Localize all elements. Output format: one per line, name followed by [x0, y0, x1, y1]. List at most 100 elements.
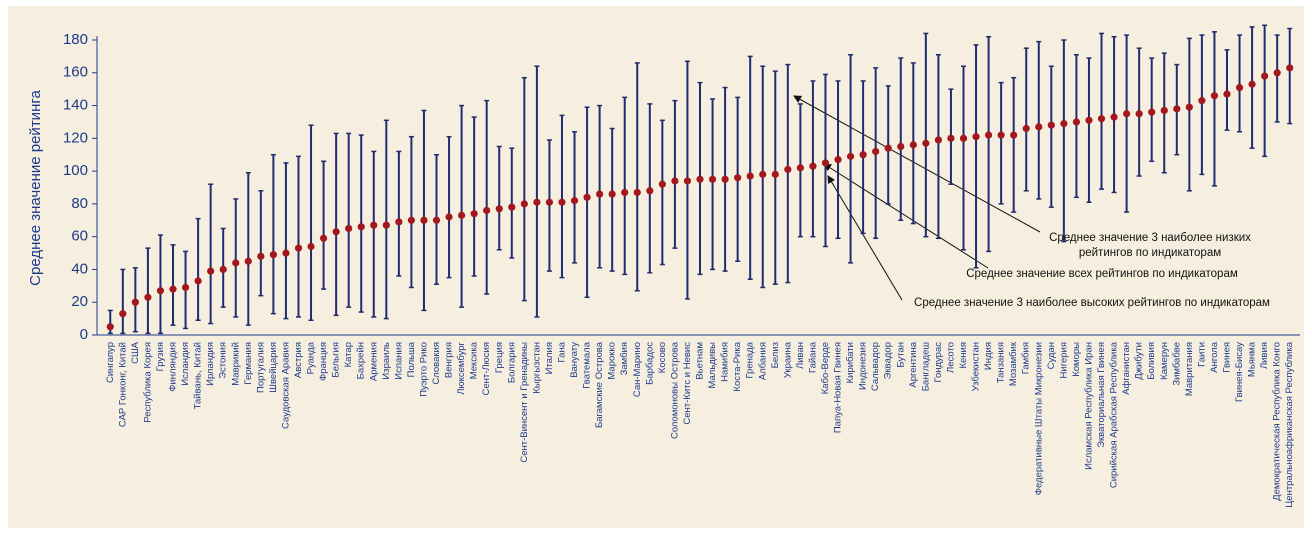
x-tick-label: Исламская Республика Иран — [1083, 342, 1094, 470]
mean-dot — [583, 193, 591, 201]
x-tick-label: Ангола — [1209, 341, 1220, 372]
mean-dot — [194, 277, 202, 285]
mean-dot — [821, 159, 830, 167]
mean-dot — [483, 206, 491, 215]
mean-dot — [1035, 123, 1043, 131]
x-tick-label: Мексика — [469, 341, 480, 379]
x-tick-label: Мозамбик — [1008, 341, 1019, 386]
x-tick-label: Израиль — [381, 342, 392, 380]
x-tick-label: Болгария — [506, 342, 517, 383]
y-tick-label: 120 — [63, 129, 88, 146]
mean-dot — [671, 177, 679, 185]
mean-dot — [244, 257, 252, 265]
mean-dot — [533, 198, 541, 206]
mean-dot — [119, 310, 127, 318]
mean-dot — [947, 134, 955, 142]
x-tick-label: Испания — [393, 342, 404, 380]
annotation: Среднее значение 3 наиболее низких — [1049, 232, 1251, 244]
x-tick-label: Бахрейн — [356, 342, 367, 379]
x-tick-label: Кения — [958, 342, 969, 369]
mean-dot — [1210, 92, 1219, 100]
x-tick-label: САР Гонконг, Китай — [117, 342, 128, 427]
x-tick-label: Гаити — [1196, 342, 1207, 367]
y-tick-label: 0 — [80, 326, 88, 343]
x-tick-label: Эквадор — [883, 342, 894, 379]
x-tick-label: Судан — [1046, 342, 1057, 369]
x-tick-label: Гана — [556, 341, 567, 362]
x-tick-label: Сирийская Арабская Республика — [1109, 341, 1120, 488]
x-tick-label: Ливан — [795, 342, 806, 369]
x-tick-label: Камерун — [1159, 342, 1170, 380]
mean-dot — [207, 267, 215, 275]
mean-dot — [407, 216, 416, 224]
x-tick-label: Грузия — [155, 342, 166, 371]
x-tick-label: Кирибати — [845, 342, 856, 383]
mean-dot — [1273, 69, 1281, 77]
mean-dot — [508, 203, 516, 211]
annotation: рейтингов по индикаторам — [1079, 247, 1221, 259]
x-tick-label: Греция — [494, 342, 505, 373]
x-tick-label: Австрия — [293, 342, 304, 378]
mean-dot — [759, 170, 767, 178]
mean-dot — [370, 221, 378, 229]
mean-dot — [708, 175, 717, 183]
mean-dot — [558, 198, 566, 206]
mean-dot — [1047, 121, 1055, 129]
mean-dot — [1223, 90, 1231, 98]
x-tick-label: Эстония — [218, 342, 229, 379]
x-tick-label: Словакия — [431, 342, 442, 385]
mean-dot — [1235, 83, 1244, 92]
mean-dot — [997, 131, 1005, 139]
x-tick-label: Ливия — [1259, 342, 1270, 369]
mean-dot — [608, 190, 616, 198]
mean-dot — [432, 216, 441, 224]
annotation: Среднее значение всех рейтингов по индик… — [966, 268, 1238, 280]
mean-dot — [834, 156, 842, 164]
mean-dot — [395, 218, 403, 226]
x-tick-label: Гондурас — [933, 342, 944, 383]
mean-dot — [621, 188, 629, 197]
x-tick-label: Армения — [368, 342, 379, 381]
x-tick-label: Сент-Китс и Невис — [682, 342, 693, 425]
mean-dot — [1286, 64, 1294, 72]
mean-dot — [219, 265, 227, 274]
mean-dot — [683, 177, 692, 185]
mean-dot — [420, 216, 428, 224]
x-tick-label: Танзания — [996, 342, 1007, 383]
x-tick-label: Индонезия — [858, 342, 869, 390]
mean-dot — [458, 211, 466, 219]
mean-dot — [796, 164, 804, 172]
y-tick-label: 60 — [71, 228, 88, 245]
x-tick-label: Тайвань, Китай — [193, 342, 204, 409]
x-tick-label: Португалия — [255, 342, 266, 393]
x-tick-label: Венгрия — [444, 342, 455, 378]
mean-dot — [1022, 124, 1030, 133]
mean-dot — [922, 139, 930, 147]
x-tick-label: Сент-Люсия — [481, 342, 492, 395]
x-tick-label: Сан-Марино — [632, 342, 643, 397]
x-tick-label: Сальвадор — [870, 342, 881, 391]
y-axis-title: Среднее значение рейтинга — [27, 90, 44, 286]
annotation-arrow — [827, 175, 903, 301]
x-tick-label: Франция — [318, 342, 329, 381]
x-tick-label: США — [130, 341, 141, 364]
x-tick-label: Багамские Острова — [594, 341, 605, 428]
y-tick-label: 80 — [71, 195, 88, 212]
mean-dot — [784, 165, 792, 174]
mean-dot — [846, 152, 855, 160]
mean-dot — [959, 134, 968, 142]
x-tick-label: Пуэрто Рико — [418, 342, 429, 397]
x-tick-label: Джибути — [1134, 342, 1145, 380]
mean-dot — [131, 298, 139, 306]
mean-dot — [382, 221, 390, 229]
mean-dot — [1060, 119, 1068, 128]
x-tick-label: Центральноафриканская Республика — [1284, 341, 1295, 507]
x-tick-label: Бангладеш — [920, 342, 931, 391]
x-tick-label: Польша — [406, 341, 417, 377]
x-tick-label: Ирландия — [205, 342, 216, 386]
mean-dot — [1097, 115, 1106, 123]
mean-dot — [884, 144, 892, 152]
mean-dot — [771, 170, 779, 178]
